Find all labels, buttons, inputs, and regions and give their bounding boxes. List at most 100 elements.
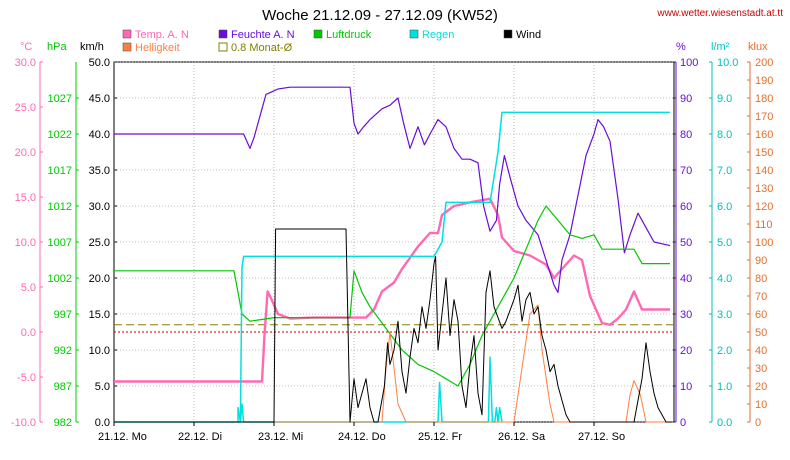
axis-unit-humidity: % xyxy=(676,41,686,53)
tick-label-humidity: 20 xyxy=(680,345,692,357)
tick-label-lux: 40 xyxy=(755,345,767,357)
tick-label-rain: 3.0 xyxy=(717,309,732,321)
legend-label: Feuchte A. N xyxy=(231,29,295,41)
x-label: 26.12. Sa xyxy=(498,431,546,443)
tick-label-wind: 40.0 xyxy=(89,129,110,141)
axis-unit-wind: km/h xyxy=(80,41,104,53)
x-label: 25.12. Fr xyxy=(418,431,462,443)
tick-label-lux: 90 xyxy=(755,255,767,267)
tick-label-lux: 60 xyxy=(755,309,767,321)
tick-label-lux: 160 xyxy=(755,129,773,141)
tick-label-pressure: 1022 xyxy=(48,129,72,141)
tick-label-lux: 120 xyxy=(755,201,773,213)
tick-label-wind: 5.0 xyxy=(95,381,110,393)
tick-label-pressure: 1027 xyxy=(48,93,72,105)
tick-label-rain: 0.0 xyxy=(717,417,732,429)
tick-label-rain: 9.0 xyxy=(717,93,732,105)
legend-label: Helligkeit xyxy=(135,42,180,54)
legend-swatch xyxy=(218,29,228,39)
tick-label-wind: 50.0 xyxy=(89,57,110,69)
x-label: 22.12. Di xyxy=(178,431,222,443)
tick-label-wind: 20.0 xyxy=(89,273,110,285)
tick-label-lux: 70 xyxy=(755,291,767,303)
tick-label-pressure: 1012 xyxy=(48,201,72,213)
tick-label-rain: 4.0 xyxy=(717,273,732,285)
tick-label-pressure: 997 xyxy=(54,309,72,321)
series-line-3 xyxy=(114,111,670,423)
tick-label-wind: 45.0 xyxy=(89,93,110,105)
tick-label-temp: 10.0 xyxy=(15,237,36,249)
tick-label-lux: 150 xyxy=(755,147,773,159)
legend-label: Temp. A. N xyxy=(135,29,189,41)
tick-label-wind: 25.0 xyxy=(89,237,110,249)
tick-label-wind: 35.0 xyxy=(89,165,110,177)
axes: 30.0 25.0 20.0 15.0 10.0 5.0 0.0 -5.0 -10.0 1027 1… xyxy=(11,57,773,429)
legend-swatch xyxy=(218,42,228,52)
tick-label-lux: 180 xyxy=(755,93,773,105)
series-line-5 xyxy=(114,304,670,423)
tick-label-humidity: 100 xyxy=(680,57,698,69)
tick-label-temp: -5.0 xyxy=(17,372,36,384)
tick-label-lux: 200 xyxy=(755,57,773,69)
tick-label-rain: 7.0 xyxy=(717,165,732,177)
tick-label-lux: 50 xyxy=(755,327,767,339)
tick-label-temp: -10.0 xyxy=(11,417,36,429)
tick-label-lux: 0 xyxy=(755,417,761,429)
tick-label-pressure: 1017 xyxy=(48,165,72,177)
tick-label-pressure: 992 xyxy=(54,345,72,357)
tick-label-rain: 10.0 xyxy=(717,57,738,69)
tick-label-temp: 30.0 xyxy=(15,57,36,69)
x-axis-labels: 21.12. Mo 22.12. Di 23.12. Mi 24.12. Do 25.1… xyxy=(98,422,625,443)
tick-label-pressure: 1007 xyxy=(48,237,72,249)
legend-label: Wind xyxy=(516,29,541,41)
tick-label-humidity: 60 xyxy=(680,201,692,213)
tick-label-humidity: 10 xyxy=(680,381,692,393)
tick-label-lux: 140 xyxy=(755,165,773,177)
legend: Temp. A. N Feuchte A. N Luftdruck Regen Wind… xyxy=(122,29,541,54)
tick-label-temp: 25.0 xyxy=(15,102,36,114)
tick-label-lux: 20 xyxy=(755,381,767,393)
tick-label-rain: 5.0 xyxy=(717,237,732,249)
x-label: 23.12. Mi xyxy=(258,431,303,443)
tick-label-humidity: 40 xyxy=(680,273,692,285)
legend-swatch xyxy=(409,29,419,39)
x-label: 21.12. Mo xyxy=(98,431,147,443)
series-line-2 xyxy=(114,205,670,387)
legend-swatch xyxy=(122,42,132,52)
tick-label-humidity: 80 xyxy=(680,129,692,141)
tick-label-wind: 30.0 xyxy=(89,201,110,213)
tick-label-lux: 130 xyxy=(755,183,773,195)
series xyxy=(114,86,674,423)
tick-label-lux: 100 xyxy=(755,237,773,249)
tick-label-temp: 20.0 xyxy=(15,147,36,159)
tick-label-rain: 2.0 xyxy=(717,345,732,357)
axis-unit-lux: klux xyxy=(748,41,768,53)
site-url: www.wetter.wiesenstadt.at.tt xyxy=(656,8,783,19)
tick-label-pressure: 1002 xyxy=(48,273,72,285)
tick-label-lux: 170 xyxy=(755,111,773,123)
axis-unit-temp: °C xyxy=(20,41,32,53)
tick-label-temp: 0.0 xyxy=(21,327,36,339)
legend-swatch xyxy=(122,29,132,39)
tick-label-lux: 190 xyxy=(755,75,773,87)
tick-label-rain: 6.0 xyxy=(717,201,732,213)
x-label: 24.12. Do xyxy=(338,431,386,443)
tick-label-wind: 10.0 xyxy=(89,345,110,357)
legend-label: 0.8 Monat-Ø xyxy=(231,42,293,54)
tick-label-humidity: 50 xyxy=(680,237,692,249)
legend-swatch xyxy=(313,29,323,39)
chart-title: Woche 21.12.09 - 27.12.09 (KW52) xyxy=(262,7,498,24)
legend-label: Regen xyxy=(422,29,454,41)
tick-label-lux: 80 xyxy=(755,273,767,285)
tick-label-humidity: 30 xyxy=(680,309,692,321)
tick-label-humidity: 0 xyxy=(680,417,686,429)
tick-label-wind: 15.0 xyxy=(89,309,110,321)
tick-label-pressure: 982 xyxy=(54,417,72,429)
tick-label-lux: 30 xyxy=(755,363,767,375)
tick-label-temp: 5.0 xyxy=(21,282,36,294)
legend-label: Luftdruck xyxy=(326,29,372,41)
tick-label-humidity: 70 xyxy=(680,165,692,177)
tick-label-rain: 8.0 xyxy=(717,129,732,141)
axis-unit-rain: l/m² xyxy=(711,41,730,53)
